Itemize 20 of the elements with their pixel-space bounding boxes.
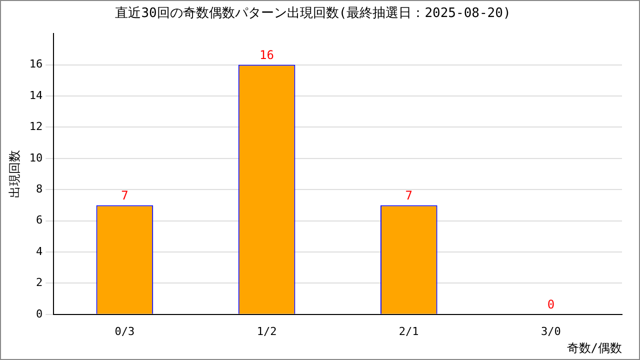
y-tick-label: 2	[36, 276, 43, 290]
data-label: 7	[405, 188, 412, 202]
chart-title: 直近30回の奇数偶数パターン出現回数(最終抽選日：2025-08-20)	[115, 6, 511, 22]
y-axis-title: 出現回数	[7, 150, 22, 198]
x-axis-title: 奇数/偶数	[566, 340, 622, 355]
x-tick-label: 3/0	[541, 324, 561, 338]
y-tick-label: 16	[29, 58, 43, 71]
x-tick-label: 2/1	[398, 324, 419, 338]
data-label: 7	[121, 188, 128, 202]
y-tick-label: 10	[29, 151, 43, 164]
y-tick-label: 12	[29, 120, 43, 134]
y-tick-label: 8	[36, 182, 43, 196]
y-tick-label: 4	[36, 244, 44, 258]
y-tick-label: 14	[29, 88, 44, 102]
y-tick-label: 0	[36, 307, 43, 320]
x-tick-label: 1/2	[256, 324, 277, 338]
data-label: 0	[547, 298, 555, 312]
data-label: 16	[260, 48, 274, 62]
x-tick-label: 0/3	[114, 324, 135, 338]
y-tick-label: 6	[36, 214, 43, 227]
